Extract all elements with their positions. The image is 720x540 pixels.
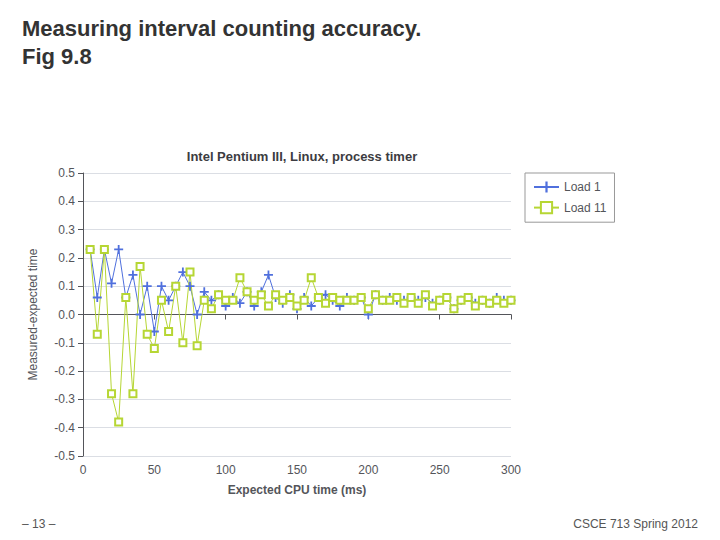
svg-text:0.3: 0.3 [58,223,75,237]
svg-text:0.5: 0.5 [58,166,75,180]
svg-text:0.4: 0.4 [58,194,75,208]
svg-text:Intel Pentium III, Linux, proc: Intel Pentium III, Linux, process timer [187,149,417,164]
svg-text:-0.3: -0.3 [54,392,75,406]
svg-text:0.0: 0.0 [58,308,75,322]
svg-text:0.1: 0.1 [58,279,75,293]
svg-text:Measured-expected time: Measured-expected time [26,248,40,380]
svg-text:-0.2: -0.2 [54,364,75,378]
svg-text:50: 50 [148,463,162,477]
svg-text:-0.1: -0.1 [54,336,75,350]
svg-text:Fig 9.8: Fig 9.8 [22,44,92,69]
svg-text:150: 150 [287,463,307,477]
svg-text:-0.4: -0.4 [54,421,75,435]
svg-text:Measuring interval counting ac: Measuring interval counting accuracy. [22,16,421,41]
svg-text:Load 11: Load 11 [564,201,607,215]
svg-text:250: 250 [430,463,450,477]
svg-text:Expected CPU time (ms): Expected CPU time (ms) [228,483,367,497]
svg-text:100: 100 [216,463,236,477]
svg-text:0.2: 0.2 [58,251,75,265]
svg-text:CSCE 713 Spring 2012: CSCE 713 Spring 2012 [573,517,698,531]
svg-text:200: 200 [358,463,378,477]
svg-text:0: 0 [80,463,87,477]
svg-text:300: 300 [501,463,521,477]
svg-text:-0.5: -0.5 [54,449,75,463]
svg-text:Load 1: Load 1 [564,180,601,194]
svg-text:– 13 –: – 13 – [22,517,56,531]
